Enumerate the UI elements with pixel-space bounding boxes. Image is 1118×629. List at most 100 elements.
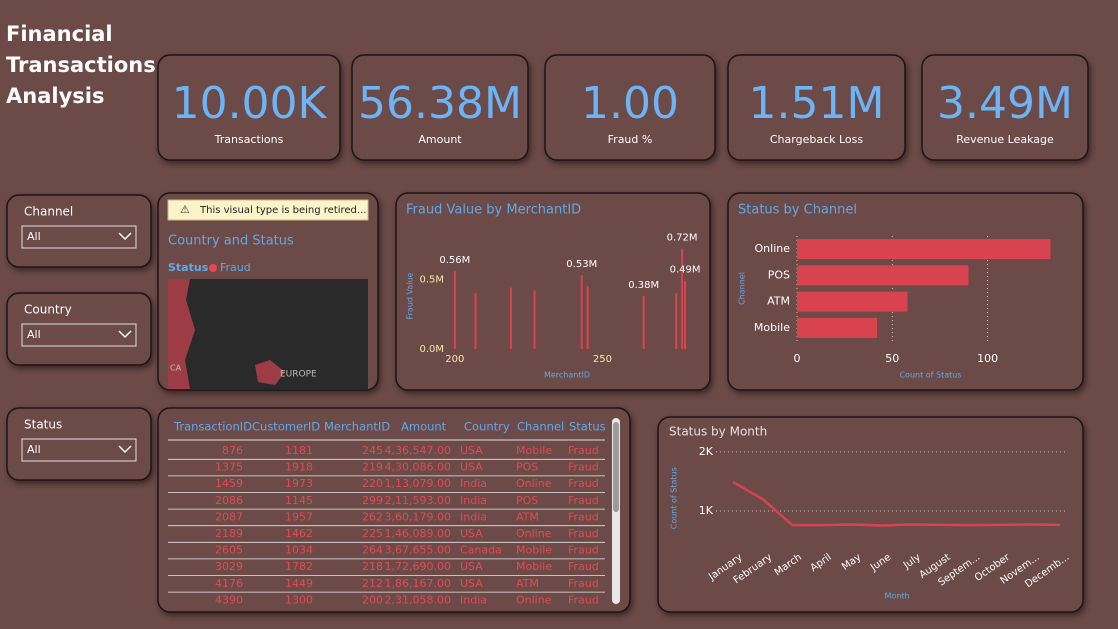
- bar: [797, 265, 969, 286]
- table-cell: 264: [362, 544, 383, 557]
- table-cell: 219: [362, 461, 383, 474]
- table-cell: USA: [460, 577, 483, 590]
- table-cell: 4176: [215, 577, 243, 590]
- kpi-value: 56.38M: [358, 78, 522, 129]
- table-cell: 212: [362, 577, 383, 590]
- y-tick-label: Mobile: [754, 321, 790, 334]
- chart-title: Status by Month: [669, 425, 767, 439]
- table-cell: 1449: [285, 577, 313, 590]
- table-cell: USA: [460, 527, 483, 540]
- kpi-label: Revenue Leakage: [956, 133, 1054, 146]
- y-tick-label: 1K: [699, 504, 714, 517]
- table-cell: India: [460, 477, 487, 490]
- x-axis-label: Month: [884, 592, 909, 601]
- table-cell: Fraud: [568, 544, 599, 557]
- bar: [797, 239, 1051, 260]
- table-cell: 3,60,179.00: [385, 510, 451, 523]
- table-header: CustomerID: [252, 420, 320, 434]
- table-cell: 3,67,655.00: [385, 544, 451, 557]
- table-cell: USA: [460, 560, 483, 573]
- table-cell: 1,13,079.00: [385, 477, 451, 490]
- kpi-label: Fraud %: [608, 133, 653, 146]
- y-axis-label: Count of Status: [670, 467, 679, 529]
- table-cell: 2189: [215, 527, 243, 540]
- table-cell: 2086: [215, 494, 243, 507]
- table-cell: 1,46,089.00: [385, 527, 451, 540]
- table-cell: India: [460, 510, 487, 523]
- data-label: 0.53M: [566, 259, 597, 270]
- y-axis-label: Channel: [738, 272, 747, 305]
- slicer-selection: All: [27, 230, 41, 243]
- kpi-label: Amount: [418, 133, 462, 146]
- table-cell: Canada: [460, 544, 502, 557]
- table-cell: 218: [362, 560, 383, 573]
- x-tick-label: 50: [885, 352, 899, 365]
- kpi-value: 1.00: [581, 78, 679, 129]
- table-cell: Mobile: [516, 444, 552, 457]
- table-cell: Mobile: [516, 560, 552, 573]
- slicer-dropdown[interactable]: [21, 225, 137, 249]
- table-cell: ATM: [516, 577, 539, 590]
- table-cell: Fraud: [568, 527, 599, 540]
- slicer-card: [6, 407, 152, 481]
- slicer-selection: All: [27, 328, 41, 341]
- slicer-chevron: [118, 445, 132, 454]
- fraud-card: [395, 192, 711, 391]
- data-label: 0.72M: [667, 233, 698, 244]
- table-cell: 2,11,593.00: [385, 494, 451, 507]
- kpi-value: 10.00K: [172, 78, 328, 129]
- line: [732, 480, 1061, 527]
- table-cell: 1300: [285, 593, 313, 606]
- table-cell: 200: [362, 593, 383, 606]
- table-cell: 4,36,547.00: [385, 444, 451, 457]
- table-cell: POS: [516, 461, 538, 474]
- table-cell: 2087: [215, 510, 243, 523]
- table-cell: 1181: [285, 444, 313, 457]
- page-title: Transactions: [6, 53, 156, 77]
- channel-card: [727, 192, 1084, 391]
- slicer-label: Status: [24, 418, 62, 432]
- y-tick-label: 0.5M: [419, 274, 444, 285]
- table-cell: Mobile: [516, 544, 552, 557]
- table-cell: 1,86,167.00: [385, 577, 451, 590]
- month-card: [657, 416, 1084, 613]
- kpi-card: [921, 54, 1089, 161]
- y-tick-label: 0.0M: [419, 344, 444, 355]
- data-label: 0.38M: [628, 280, 659, 291]
- table-cell: India: [460, 494, 487, 507]
- table-cell: 3029: [215, 560, 243, 573]
- kpi-value: 1.51M: [749, 78, 885, 129]
- table-body: 876 1181 245 4,36,547.00 USA Mobile Fraud 1375 1…: [168, 444, 605, 606]
- map-region-label: CA: [170, 364, 182, 373]
- slicer-dropdown[interactable]: [21, 438, 137, 462]
- kpi-label: Chargeback Loss: [770, 133, 864, 146]
- slicer-dropdown[interactable]: [21, 323, 137, 347]
- table-cell: 1459: [215, 477, 243, 490]
- table-cell: Fraud: [568, 510, 599, 523]
- y-tick-label: 2K: [699, 445, 714, 458]
- kpi-label: Transactions: [214, 133, 284, 146]
- data-label: 0.56M: [439, 255, 470, 266]
- x-tick-label: 100: [977, 352, 998, 365]
- table-cell: 4,30,086.00: [385, 461, 451, 474]
- table-cell: 1973: [285, 477, 313, 490]
- slicer-selection: All: [27, 443, 41, 456]
- map-land: [255, 360, 285, 385]
- table-cell: Fraud: [568, 444, 599, 457]
- map-land: [168, 279, 195, 389]
- table-header: TransactionID: [173, 420, 252, 434]
- scrollbar-thumb[interactable]: [613, 422, 619, 512]
- slicer-label: Channel: [24, 205, 73, 219]
- bar: [797, 317, 878, 338]
- x-tick-label: 0: [794, 352, 801, 365]
- table-cell: 1375: [215, 461, 243, 474]
- table-cell: 876: [222, 444, 243, 457]
- x-tick-label: 200: [445, 354, 464, 365]
- table-cell: 220: [362, 477, 383, 490]
- table-cell: 2605: [215, 544, 243, 557]
- table-cell: Fraud: [568, 461, 599, 474]
- warning-banner: [167, 199, 369, 221]
- y-tick-label: ATM: [767, 295, 790, 308]
- slicer-card: [6, 194, 152, 268]
- table-cell: 4390: [215, 593, 243, 606]
